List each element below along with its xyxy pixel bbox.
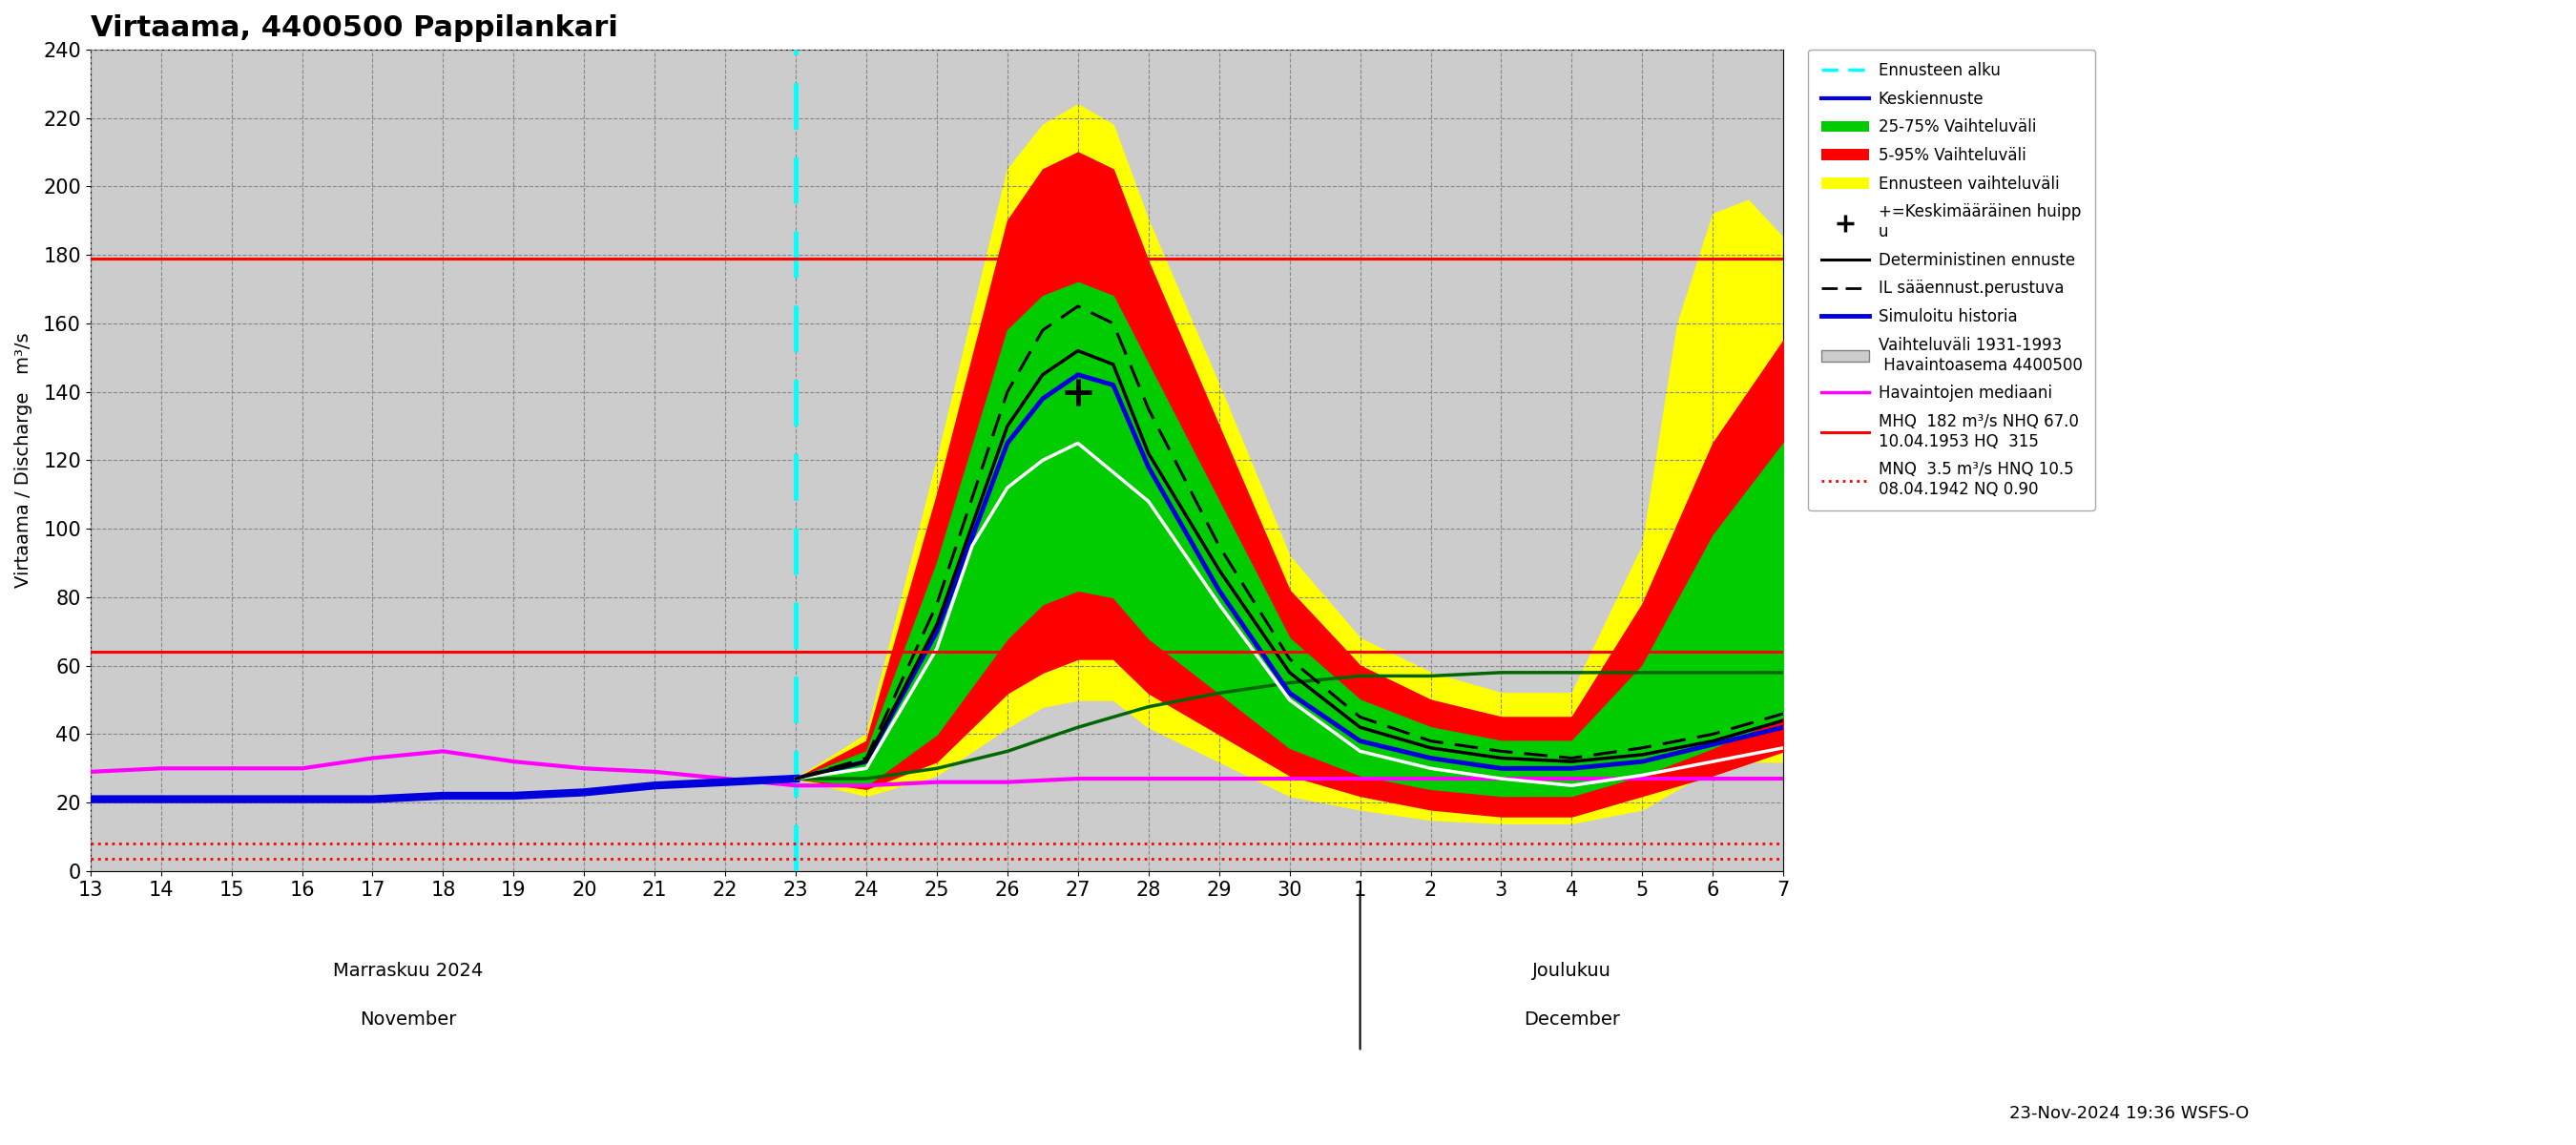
Text: Marraskuu 2024: Marraskuu 2024 xyxy=(332,962,482,980)
Text: December: December xyxy=(1522,1011,1620,1029)
Text: November: November xyxy=(361,1011,456,1029)
Text: Virtaama, 4400500 Pappilankari: Virtaama, 4400500 Pappilankari xyxy=(90,14,618,42)
Y-axis label: Virtaama / Discharge   m³/s: Virtaama / Discharge m³/s xyxy=(15,332,33,589)
Text: Joulukuu: Joulukuu xyxy=(1533,962,1610,980)
Legend: Ennusteen alku, Keskiennuste, 25-75% Vaihteluväli, 5-95% Vaihteluväli, Ennusteen: Ennusteen alku, Keskiennuste, 25-75% Vai… xyxy=(1808,49,2094,511)
Text: 23-Nov-2024 19:36 WSFS-O: 23-Nov-2024 19:36 WSFS-O xyxy=(2009,1105,2249,1122)
